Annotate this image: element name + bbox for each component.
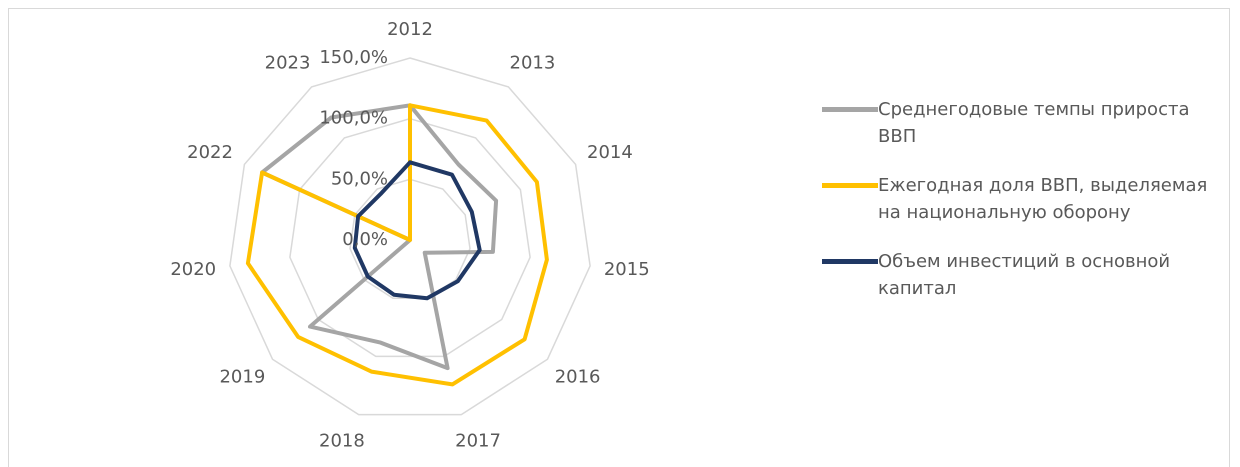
category-label: 2014	[587, 142, 633, 163]
legend-item: Объем инвестиций в основной капитал	[822, 248, 1222, 302]
axis-tick-label: 50,0%	[331, 168, 388, 189]
legend-swatch	[822, 183, 878, 188]
axis-tick-label: 0,0%	[342, 229, 388, 250]
category-label: 2018	[319, 430, 365, 451]
category-label: 2012	[387, 19, 433, 40]
chart-frame	[8, 8, 1230, 467]
legend-swatch	[822, 259, 878, 264]
category-label: 2015	[604, 259, 650, 280]
category-label: 2023	[265, 52, 311, 73]
category-label: 2013	[510, 52, 556, 73]
grid-ring	[289, 117, 531, 358]
category-label: 2022	[187, 142, 233, 163]
category-label: 2016	[555, 367, 601, 388]
series-line	[352, 160, 482, 301]
legend-item: Ежегодная доля ВВП, выделяемая на национ…	[822, 172, 1222, 226]
series-line	[260, 103, 499, 371]
legend-item: Среднегодовые темпы прироста ВВП	[822, 96, 1222, 150]
category-label: 2017	[455, 430, 501, 451]
grid-ring	[229, 57, 591, 416]
legend-swatch	[822, 107, 878, 112]
category-label: 2019	[219, 367, 265, 388]
category-label: 2020	[170, 259, 216, 280]
legend-label: Среднегодовые темпы прироста ВВП	[878, 99, 1190, 147]
axis-tick-label: 100,0%	[319, 108, 388, 129]
legend-label: Объем инвестиций в основной капитал	[878, 251, 1171, 299]
legend-label: Ежегодная доля ВВП, выделяемая на национ…	[878, 175, 1208, 223]
legend: Среднегодовые темпы прироста ВВП Ежегодна…	[822, 96, 1222, 324]
series-line	[245, 103, 549, 387]
axis-tick-label: 150,0%	[319, 47, 388, 68]
